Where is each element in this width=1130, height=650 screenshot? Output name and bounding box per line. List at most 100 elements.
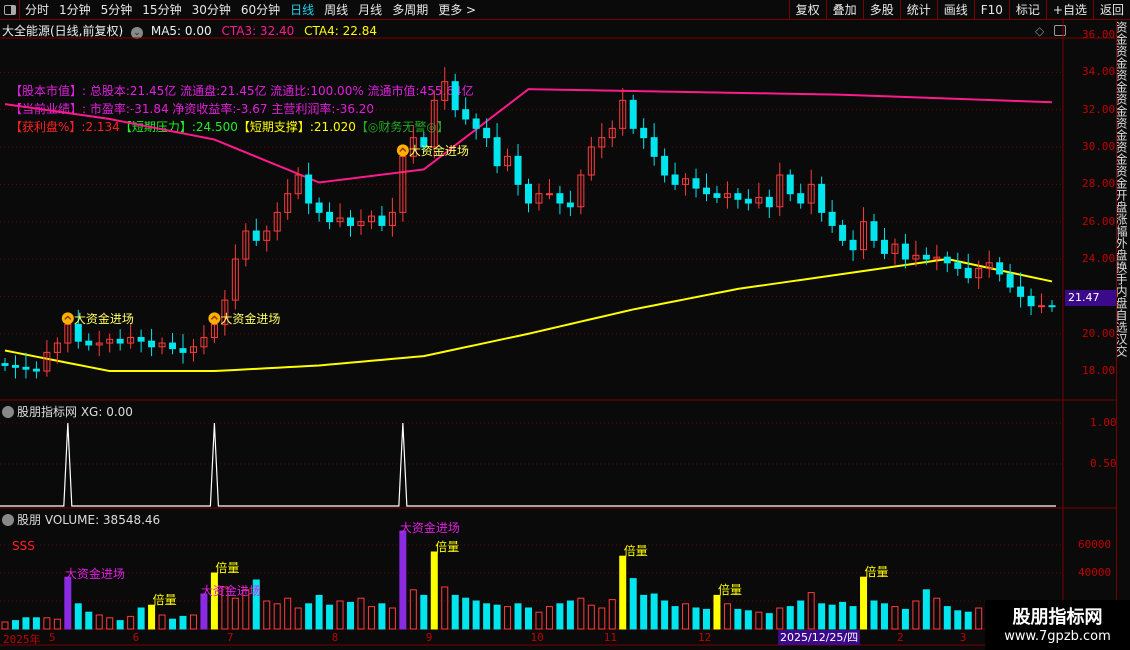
diamond-icon[interactable]: ◇ (1035, 24, 1045, 38)
candle (535, 193, 543, 204)
toolbar-button[interactable]: 画线 (936, 0, 974, 20)
period-tab[interactable]: 60分钟 (240, 3, 281, 17)
volume-double-label: 倍量 (717, 583, 742, 598)
candle (284, 193, 292, 213)
toolbar-button[interactable]: 返回 (1092, 0, 1130, 20)
volume-bar (137, 607, 145, 630)
watermark: 股朋指标网 www.7gpzb.com (985, 600, 1130, 650)
volume-bar (734, 608, 742, 630)
volume-bar (242, 589, 250, 630)
volume-bar (493, 604, 501, 630)
x-axis-label: 2025年 (3, 633, 41, 646)
period-tab[interactable]: 多周期 (392, 3, 429, 17)
candle (116, 338, 124, 344)
candle (734, 193, 742, 200)
period-tab[interactable]: 1分钟 (59, 3, 91, 17)
candle (587, 146, 595, 176)
dropdown-icon[interactable] (2, 406, 14, 418)
panel-toggle-icon[interactable] (1054, 25, 1066, 36)
volume-bar (441, 586, 449, 630)
period-tab[interactable]: 日线 (290, 3, 315, 17)
volume-bar (661, 600, 669, 630)
candle (462, 109, 470, 120)
cta3-value: CTA3: 32.40 (221, 24, 295, 38)
toolbar-button[interactable]: 多股 (862, 0, 900, 20)
period-tab[interactable]: 30分钟 (191, 3, 231, 17)
candle (420, 137, 428, 148)
candle (305, 174, 313, 204)
dropdown-icon[interactable] (2, 514, 14, 526)
x-axis-label: 2 (896, 631, 904, 644)
dropdown-icon[interactable]: ⌄ (131, 27, 144, 39)
volume-bar (765, 613, 773, 630)
candle (577, 174, 585, 208)
x-axis-label: 7 (226, 631, 234, 644)
candle (870, 221, 878, 241)
candle (11, 364, 19, 368)
toolbar-button[interactable]: 标记 (1008, 0, 1046, 20)
period-tab[interactable]: 更多 > (438, 3, 477, 17)
period-tab[interactable]: 5分钟 (100, 3, 133, 17)
volume-bar (566, 600, 574, 630)
toolbar-button[interactable]: 复权 (788, 0, 826, 20)
period-tab[interactable]: 月线 (358, 3, 383, 17)
volume-bar (870, 600, 878, 630)
period-tab[interactable]: 周线 (324, 3, 349, 17)
candle (1, 363, 9, 366)
volume-bar (556, 603, 564, 630)
volume-bar (776, 607, 784, 630)
volume-bar (399, 530, 407, 630)
toolbar-button[interactable]: F10 (973, 0, 1009, 20)
toolbar-button[interactable]: 统计 (899, 0, 937, 20)
candle (32, 368, 40, 372)
x-axis-label: 3 (959, 631, 967, 644)
candle (954, 262, 962, 269)
cta4-line (4, 258, 1053, 373)
period-tab[interactable]: 15分钟 (142, 3, 182, 17)
candle (221, 299, 229, 325)
candle (85, 340, 93, 346)
volume-bar (587, 604, 595, 630)
volume-bar (545, 606, 553, 630)
chevron-up-icon (399, 147, 407, 152)
volume-bar (85, 611, 93, 630)
indicator-header: 股朋指标网 XG: 0.00 (2, 403, 133, 420)
big-money-icon (396, 144, 409, 157)
volume-bar (1, 621, 9, 630)
price-axis-label: 18.00 (1082, 364, 1116, 378)
side-strip[interactable]: 资金资金资金资金资金资金资金开盘涨幅外盘换手内盘自选汉交 (1116, 21, 1130, 650)
label: 【短期压力】 (119, 120, 192, 134)
candle (692, 178, 700, 189)
volume-bar (608, 599, 616, 630)
chart-header: 大全能源(日线,前复权) ⌄ MA5: 0.00 CTA3: 32.40 CTA… (2, 22, 377, 39)
big-money-signal: 大资金进场 (73, 312, 134, 327)
candle (713, 193, 721, 198)
x-axis-label: 10 (530, 631, 544, 644)
candle (74, 323, 82, 342)
candle (294, 174, 302, 195)
big-money-signal: 大资金进场 (220, 312, 281, 327)
volume-bar (263, 600, 271, 630)
volume-title: 股朋 VOLUME: 38548.46 (17, 513, 161, 527)
candle (493, 137, 501, 167)
volume-bar (388, 607, 396, 630)
volume-axis-label: 40000 (1078, 566, 1112, 579)
volume-bar (64, 576, 72, 630)
info-line-3: 【获利盘%】:2.134【短期压力】:24.500【短期支撑】:21.020【◎… (10, 118, 449, 135)
volume-bar (378, 603, 386, 630)
candle (619, 99, 627, 129)
toggle-panel-button[interactable] (0, 0, 20, 19)
candle (1038, 305, 1046, 308)
period-tab[interactable]: 分时 (25, 3, 50, 17)
volume-bar (954, 610, 962, 630)
candle (483, 127, 491, 139)
volume-bar (116, 620, 124, 630)
candle (682, 178, 690, 185)
toolbar-button[interactable]: 叠加 (825, 0, 863, 20)
volume-bar (252, 579, 260, 630)
candle (106, 338, 114, 344)
volume-bar (640, 594, 648, 630)
toolbar-button[interactable]: +自选 (1045, 0, 1093, 20)
candle (231, 258, 239, 301)
